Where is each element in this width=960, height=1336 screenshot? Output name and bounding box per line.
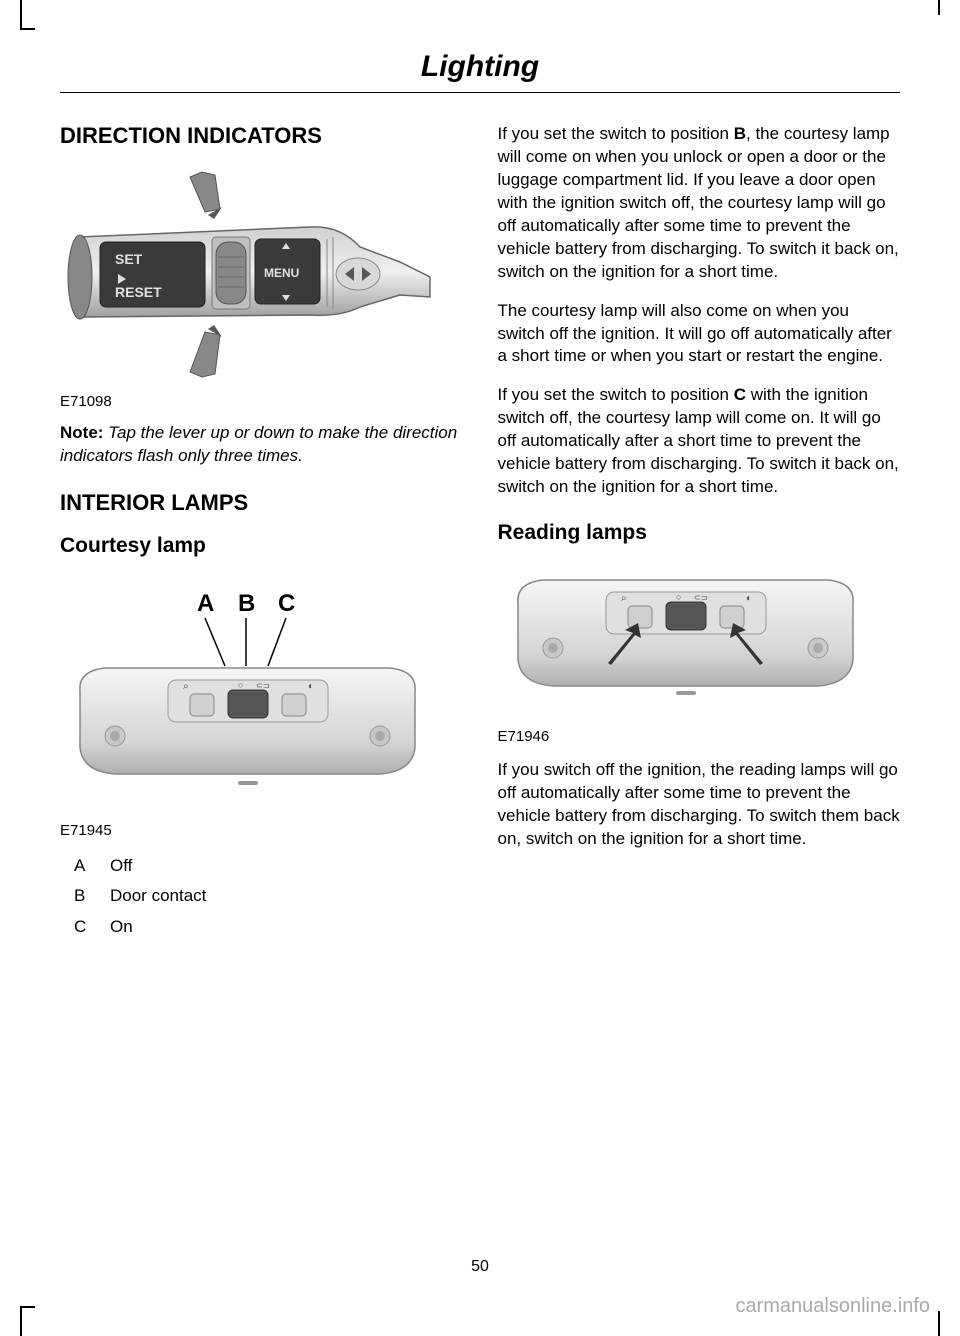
figure-caption-1: E71098 bbox=[60, 393, 463, 410]
figure-caption-2: E71945 bbox=[60, 822, 463, 839]
svg-text:⊂⊐: ⊂⊐ bbox=[256, 681, 269, 690]
legend-letter-a: A bbox=[60, 851, 110, 882]
svg-text:MENU: MENU bbox=[264, 266, 299, 280]
para3-bold: C bbox=[734, 385, 746, 404]
legend-row-a: A Off bbox=[60, 851, 463, 882]
crop-mark-br bbox=[938, 1311, 940, 1336]
para-reading-lamps: If you switch off the ignition, the read… bbox=[498, 759, 901, 851]
legend-text-c: On bbox=[110, 912, 133, 943]
page-header: Lighting bbox=[0, 0, 960, 92]
legend-row-c: C On bbox=[60, 912, 463, 943]
para-position-b: If you set the switch to position B, the… bbox=[498, 123, 901, 284]
svg-text:⊂⊐: ⊂⊐ bbox=[694, 593, 707, 602]
figure-caption-3: E71946 bbox=[498, 728, 901, 745]
legend-row-b: B Door contact bbox=[60, 881, 463, 912]
svg-text:◐: ◐ bbox=[308, 681, 314, 692]
legend-courtesy: A Off B Door contact C On bbox=[60, 851, 463, 943]
heading-reading-lamps: Reading lamps bbox=[498, 521, 901, 545]
page-title: Lighting bbox=[0, 50, 960, 84]
content-area: DIRECTION INDICATORS SET bbox=[0, 93, 960, 943]
para-ignition-off: The courtesy lamp will also come on when… bbox=[498, 300, 901, 369]
svg-text:⌕: ⌕ bbox=[621, 593, 627, 604]
direction-indicator-illustration: SET RESET MENU bbox=[60, 167, 440, 382]
figure-reading-lamps: ⌕ ○ ⊂⊐ ◐ E71946 bbox=[498, 563, 901, 745]
svg-text:RESET: RESET bbox=[115, 284, 162, 300]
legend-text-a: Off bbox=[110, 851, 132, 882]
figure-direction-indicators: SET RESET MENU bbox=[60, 167, 463, 410]
note-label: Note: bbox=[60, 423, 103, 442]
svg-text:◐: ◐ bbox=[746, 593, 752, 604]
svg-text:SET: SET bbox=[115, 251, 143, 267]
label-a: A bbox=[197, 590, 214, 617]
label-b: B bbox=[238, 590, 255, 617]
courtesy-lamp-illustration: A B C bbox=[60, 576, 440, 811]
svg-text:⌕: ⌕ bbox=[183, 681, 189, 692]
heading-direction-indicators: DIRECTION INDICATORS bbox=[60, 123, 463, 149]
svg-text:○: ○ bbox=[676, 592, 681, 602]
figure-courtesy-lamp: A B C bbox=[60, 576, 463, 839]
crop-mark-tl bbox=[20, 0, 35, 30]
right-column: If you set the switch to position B, the… bbox=[498, 123, 901, 943]
watermark: carmanualsonline.info bbox=[735, 1295, 930, 1318]
para-position-c: If you set the switch to position C with… bbox=[498, 384, 901, 499]
note-content: Tap the lever up or down to make the dir… bbox=[60, 423, 457, 465]
legend-text-b: Door contact bbox=[110, 881, 206, 912]
para1-post: , the courtesy lamp will come on when yo… bbox=[498, 124, 899, 281]
page-number: 50 bbox=[0, 1258, 960, 1276]
label-c: C bbox=[278, 590, 295, 617]
crop-mark-bl bbox=[20, 1306, 35, 1336]
heading-courtesy-lamp: Courtesy lamp bbox=[60, 534, 463, 558]
reading-lamp-illustration: ⌕ ○ ⊂⊐ ◐ bbox=[498, 563, 878, 713]
legend-letter-b: B bbox=[60, 881, 110, 912]
legend-letter-c: C bbox=[60, 912, 110, 943]
left-column: DIRECTION INDICATORS SET bbox=[60, 123, 463, 943]
crop-mark-tr bbox=[938, 0, 940, 15]
note-direction: Note: Tap the lever up or down to make t… bbox=[60, 422, 463, 468]
svg-text:○: ○ bbox=[238, 680, 243, 690]
para1-bold: B bbox=[734, 124, 746, 143]
para1-pre: If you set the switch to position bbox=[498, 124, 734, 143]
para3-pre: If you set the switch to position bbox=[498, 385, 734, 404]
heading-interior-lamps: INTERIOR LAMPS bbox=[60, 490, 463, 516]
